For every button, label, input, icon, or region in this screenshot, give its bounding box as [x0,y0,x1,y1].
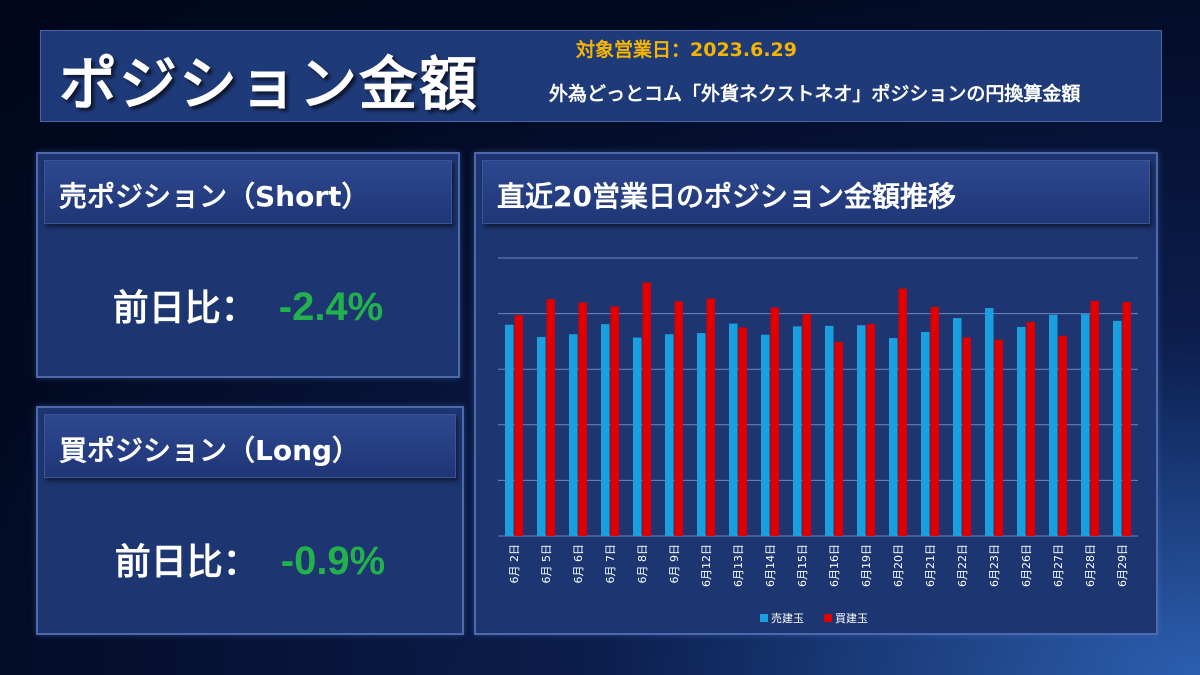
x-tick-label: 6月 9日 [668,544,681,584]
legend-label-short: 売建玉 [771,611,804,625]
long-bar [866,324,875,536]
legend-swatch-long [824,614,832,622]
x-tick-label: 6月19日 [860,544,873,587]
long-bar [802,314,811,536]
chart-panel-header: 直近20営業日のポジション金額推移 [482,160,1150,224]
long-bar [546,299,555,536]
chart-panel: 直近20営業日のポジション金額推移 6月 2日 6月 5日 6月 6日 6月 7日 6月… [474,152,1158,635]
x-tick-label: 6月13日 [732,544,745,587]
short-bar [1017,326,1026,536]
target-date: 対象営業日：2023.6.29 [576,39,797,61]
short-ratio-row: 前日比： -2.4% [38,279,458,331]
short-bar [985,308,994,536]
short-bar [1081,314,1090,536]
long-bar [514,315,523,536]
long-bar [994,339,1003,536]
short-ratio-label: 前日比： [112,288,257,329]
x-tick-label: 6月28日 [1084,544,1097,587]
short-bar [793,326,802,536]
long-bar [642,282,651,536]
x-tick-label: 6月26日 [1020,544,1033,587]
long-position-panel: 買ポジション（Long） 前日比： -0.9% [36,406,464,635]
short-bar [697,333,706,536]
long-bar [674,301,683,536]
x-tick-label: 6月 2日 [508,544,521,584]
long-bar [610,306,619,536]
long-ratio-label: 前日比： [114,542,259,583]
long-ratio-value: -0.9% [280,539,386,583]
position-bar-chart: 6月 2日 6月 5日 6月 6日 6月 7日 6月 8日 6月 9日 6月12日 6月13日… [498,257,1138,625]
x-tick-label: 6月 6日 [572,544,585,584]
long-bar [1122,301,1131,536]
short-bar [665,334,674,536]
long-bar [706,298,715,536]
x-tick-label: 6月29日 [1116,544,1129,587]
header-banner: ポジション金額 対象営業日：2023.6.29 外為どっとコム「外貨ネクストネオ… [40,30,1162,122]
x-tick-label: 6月 5日 [540,544,553,584]
x-tick-label: 6月16日 [828,544,841,587]
long-bar [834,341,843,536]
legend-label-long: 買建玉 [835,611,868,625]
short-bar [505,324,514,536]
long-bar [578,302,587,536]
short-bar [1113,320,1122,536]
short-bar [569,334,578,536]
long-bar [770,307,779,536]
short-panel-title: 売ポジション（Short） [59,180,370,213]
short-panel-header: 売ポジション（Short） [44,160,452,224]
x-tick-label: 6月22日 [956,544,969,587]
x-tick-label: 6月20日 [892,544,905,587]
long-panel-title: 買ポジション（Long） [59,434,361,467]
x-tick-label: 6月 8日 [636,544,649,584]
long-panel-header: 買ポジション（Long） [44,414,456,478]
short-bar [857,325,866,536]
short-bar [729,323,738,536]
x-tick-label: 6月27日 [1052,544,1065,587]
x-tick-label: 6月 7日 [604,544,617,584]
long-bar [962,337,971,536]
long-bar [898,288,907,536]
long-bar [1090,300,1099,536]
x-tick-label: 6月15日 [796,544,809,587]
long-bar [930,306,939,536]
x-tick-label: 6月12日 [700,544,713,587]
short-bar [761,334,770,536]
short-bar [601,324,610,536]
page-subtitle: 外為どっとコム「外貨ネクストネオ」ポジションの円換算金額 [549,83,1081,105]
long-bar [1058,335,1067,536]
legend-swatch-short [760,614,768,622]
x-tick-label: 6月21日 [924,544,937,587]
short-ratio-value: -2.4% [278,285,384,329]
x-tick-label: 6月14日 [764,544,777,587]
short-bar [889,338,898,536]
short-bar [537,336,546,536]
short-bar [953,318,962,536]
short-bar [825,325,834,536]
x-tick-label: 6月23日 [988,544,1001,587]
short-bar [921,331,930,536]
long-bar [738,327,747,536]
chart-panel-title: 直近20営業日のポジション金額推移 [497,180,956,213]
long-bar [1026,321,1035,536]
page-title: ポジション金額 [59,50,480,118]
short-bar [1049,314,1058,536]
long-ratio-row: 前日比： -0.9% [38,533,462,585]
short-position-panel: 売ポジション（Short） 前日比： -2.4% [36,152,460,378]
short-bar [633,337,642,536]
